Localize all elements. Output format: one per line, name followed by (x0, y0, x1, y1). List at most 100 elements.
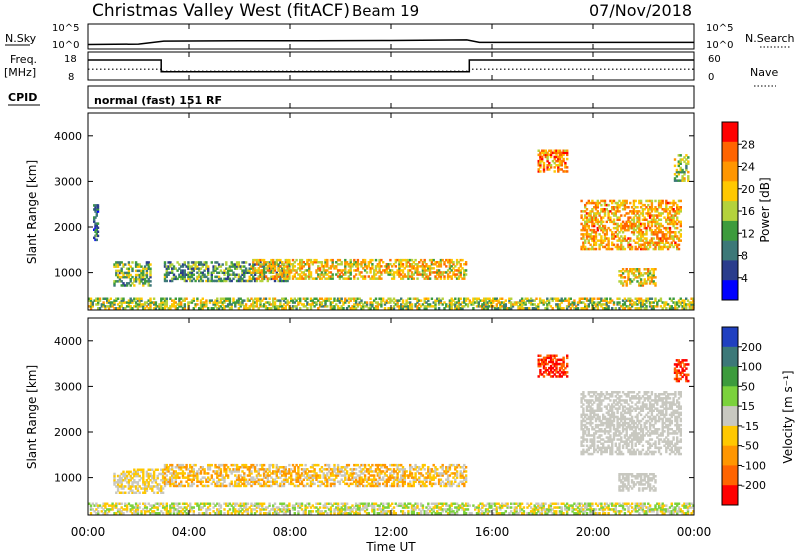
echo-cell (531, 299, 535, 302)
echo-cell (492, 297, 495, 300)
echo-cell (217, 510, 221, 513)
echo-cell (253, 482, 257, 486)
echo-cell (88, 297, 91, 300)
echo-cell (187, 263, 190, 266)
echo-cell (232, 484, 235, 488)
echo-cell (683, 301, 686, 304)
echo-cell (264, 263, 268, 266)
echo-cell (414, 297, 417, 300)
echo-cell (363, 470, 367, 473)
echo-cell (407, 277, 410, 280)
echo-cell (248, 307, 251, 310)
echo-cell (428, 482, 432, 486)
echo-cell (189, 478, 192, 481)
echo-cell (131, 282, 134, 285)
echo-cell (264, 275, 268, 278)
echo-cell (219, 482, 223, 486)
echo-cell (98, 299, 102, 302)
echo-cell (528, 307, 531, 310)
echo-cell (199, 470, 203, 473)
echo-cell (378, 265, 381, 268)
echo-cell (661, 241, 664, 244)
echo-cell (318, 303, 322, 306)
echo-cell (317, 484, 320, 488)
echo-cell (187, 265, 190, 268)
echo-cell (477, 303, 480, 306)
echo-cell (436, 261, 439, 264)
echo-cell (214, 267, 217, 270)
echo-cell (587, 218, 590, 221)
echo-cell (378, 261, 381, 264)
echo-cell (151, 476, 154, 480)
echo-cell (300, 303, 304, 306)
echo-cell (428, 478, 432, 481)
echo-cell (416, 478, 419, 481)
echo-cell (410, 275, 414, 278)
echo-cell (459, 480, 462, 483)
echo-cell (277, 476, 280, 479)
echo-cell (603, 303, 607, 306)
echo-cell (239, 265, 242, 268)
echo-cell (632, 222, 636, 226)
echo-cell (187, 484, 190, 488)
echo-cell (180, 463, 183, 467)
echo-cell (268, 466, 271, 469)
echo-cell (187, 468, 190, 471)
echo-cell (616, 201, 619, 205)
echo-cell (286, 470, 289, 473)
echo-cell (295, 299, 298, 302)
echo-cell (118, 307, 122, 310)
echo-cell (645, 272, 648, 275)
echo-cell (636, 220, 639, 224)
echo-cell (116, 273, 120, 277)
echo-cell (394, 303, 397, 306)
echo-cell (412, 478, 415, 481)
echo-cell (510, 305, 513, 308)
echo-cell (428, 267, 432, 270)
echo-cell (663, 305, 666, 308)
echo-cell (385, 466, 388, 469)
echo-cell (468, 301, 471, 304)
echo-cell (122, 263, 125, 266)
echo-cell (555, 159, 558, 163)
echo-cell (463, 478, 466, 481)
echo-cell (544, 149, 547, 152)
echo-cell (185, 297, 188, 300)
echo-cell (293, 478, 296, 481)
echo-cell (652, 218, 655, 221)
echo-cell (172, 267, 176, 270)
echo-cell (600, 297, 603, 300)
echo-cell (594, 214, 598, 217)
echo-cell (338, 269, 342, 272)
echo-cell (178, 463, 181, 467)
echo-cell (562, 307, 565, 310)
echo-cell (648, 239, 652, 242)
echo-cell (344, 299, 347, 302)
echo-cell (363, 258, 367, 262)
echo-cell (221, 263, 224, 266)
echo-cell (221, 482, 224, 486)
echo-cell (354, 463, 358, 467)
echo-cell (587, 212, 590, 215)
echo-cell (358, 480, 361, 483)
echo-cell (318, 480, 322, 483)
echo-cell (178, 482, 181, 486)
echo-cell (502, 305, 506, 308)
echo-cell (455, 277, 459, 280)
echo-cell (630, 272, 634, 275)
echo-cell (360, 275, 363, 278)
echo-cell (639, 297, 643, 300)
echo-cell (621, 299, 625, 302)
echo-cell (611, 237, 614, 240)
echo-cell (89, 508, 93, 511)
echo-cell (427, 468, 430, 471)
echo-cell (329, 305, 333, 308)
echo-cell (122, 301, 125, 304)
echo-cell (603, 233, 607, 236)
echo-cell (643, 299, 646, 302)
echo-cell (140, 476, 143, 480)
echo-cell (351, 305, 354, 308)
echo-cell (324, 269, 327, 272)
echo-cell (493, 299, 497, 302)
